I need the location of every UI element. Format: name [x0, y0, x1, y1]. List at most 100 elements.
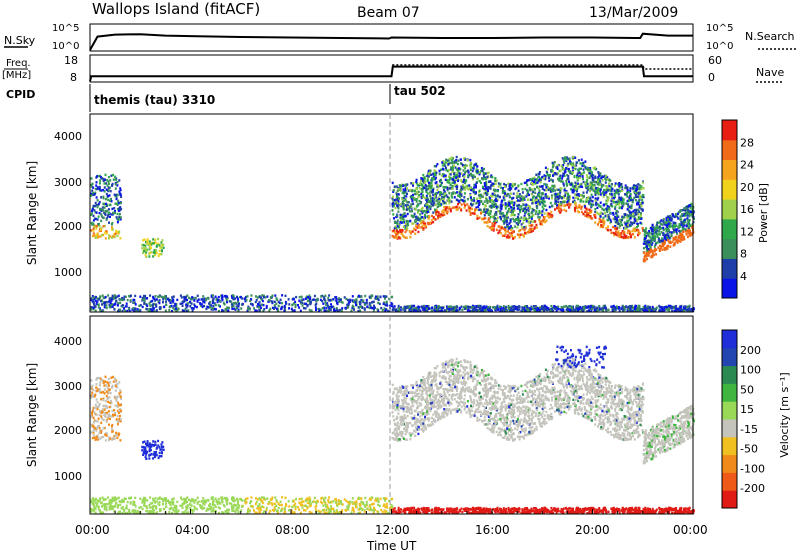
data-point	[463, 196, 466, 199]
data-point	[601, 192, 604, 195]
cpid-mode-2: tau 502	[394, 84, 446, 98]
data-point	[236, 297, 239, 300]
data-point	[461, 164, 464, 167]
data-point	[429, 196, 432, 199]
data-point	[614, 227, 617, 230]
data-point	[142, 251, 145, 254]
data-point	[126, 298, 129, 302]
data-point	[438, 204, 440, 207]
data-point	[441, 210, 444, 213]
data-point	[543, 200, 546, 203]
data-point	[172, 306, 175, 310]
data-point	[457, 202, 459, 206]
data-point	[139, 295, 142, 298]
data-point	[460, 190, 463, 193]
data-point	[109, 301, 112, 304]
data-point	[298, 299, 301, 302]
data-point	[398, 307, 400, 310]
data-point	[429, 194, 432, 198]
data-point	[258, 304, 261, 307]
data-point	[95, 300, 98, 303]
data-point	[261, 294, 264, 297]
data-point	[567, 175, 570, 178]
data-point	[575, 306, 578, 309]
data-point	[384, 303, 387, 307]
data-point	[665, 305, 668, 309]
data-point	[538, 185, 541, 188]
data-point	[119, 201, 122, 205]
data-point	[601, 212, 604, 215]
data-point	[595, 201, 598, 204]
data-point	[456, 162, 459, 166]
data-point	[524, 187, 527, 191]
data-point	[634, 219, 637, 222]
data-point	[563, 187, 566, 190]
data-point	[112, 234, 115, 238]
data-point	[597, 180, 599, 183]
data-point	[544, 193, 547, 196]
data-point	[454, 179, 457, 183]
data-point	[107, 189, 110, 192]
data-point	[99, 182, 101, 185]
data-point	[597, 191, 600, 194]
data-point	[128, 306, 131, 310]
data-point	[183, 297, 186, 300]
data-point	[520, 310, 523, 313]
data-point	[114, 211, 116, 215]
data-point	[557, 200, 560, 204]
data-point	[97, 306, 100, 309]
data-point	[471, 169, 474, 173]
data-point	[328, 309, 330, 313]
freq-tick-high: 18	[64, 54, 78, 67]
data-point	[594, 207, 597, 211]
data-point	[615, 191, 618, 194]
data-point	[539, 309, 542, 312]
data-point	[393, 204, 395, 207]
data-point	[530, 211, 533, 215]
data-point	[478, 306, 481, 309]
data-point	[359, 309, 362, 312]
data-point	[600, 220, 603, 224]
data-point	[563, 174, 566, 178]
data-point	[475, 197, 478, 200]
freq-label: Freq.	[6, 58, 31, 69]
data-point	[118, 217, 121, 220]
data-point	[563, 161, 566, 164]
data-point	[179, 294, 182, 297]
data-point	[637, 183, 640, 186]
data-point	[340, 300, 343, 304]
data-point	[633, 236, 636, 239]
data-point	[629, 211, 632, 214]
data-point	[91, 209, 93, 213]
data-point	[576, 308, 579, 311]
data-point	[396, 219, 399, 222]
data-point	[454, 174, 457, 177]
data-point	[291, 303, 294, 307]
data-point	[619, 200, 622, 203]
data-point	[582, 177, 584, 181]
data-point	[518, 229, 520, 233]
data-point	[99, 295, 102, 298]
cpid-panel: CPID themis (tau) 3310 tau 502	[6, 84, 446, 112]
data-point	[90, 229, 93, 232]
data-point	[400, 306, 402, 309]
data-point	[440, 213, 443, 216]
data-point	[263, 294, 265, 297]
data-point	[447, 163, 450, 166]
data-point	[578, 194, 581, 197]
data-point	[429, 181, 432, 185]
data-point	[518, 199, 521, 202]
data-point	[269, 307, 272, 311]
data-point	[420, 192, 423, 196]
data-point	[629, 198, 632, 202]
data-point	[589, 181, 592, 184]
data-point	[547, 186, 550, 189]
data-point	[382, 302, 385, 305]
data-point	[442, 186, 445, 189]
data-point	[422, 210, 425, 213]
data-point	[190, 298, 193, 301]
data-point	[294, 300, 297, 304]
data-point	[511, 197, 514, 200]
data-point	[218, 309, 220, 313]
data-point	[100, 234, 103, 237]
